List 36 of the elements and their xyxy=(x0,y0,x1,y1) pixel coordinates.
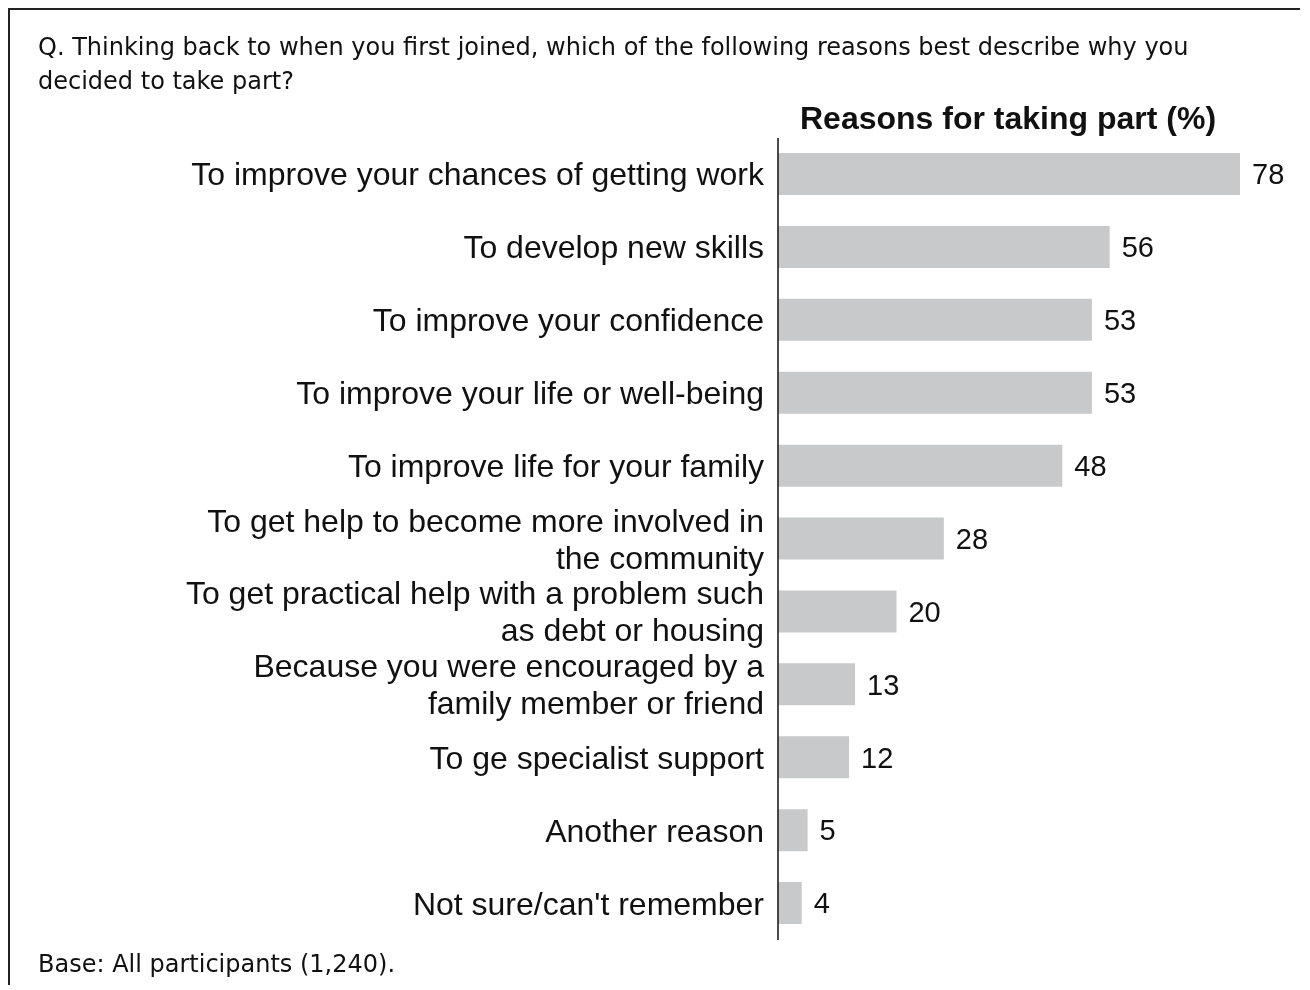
data-label: 53 xyxy=(1103,377,1137,410)
data-label: 56 xyxy=(1121,231,1154,264)
y-tick-label: Not sure/can't remember xyxy=(412,885,765,922)
chart-subtitle: Q. Thinking back to when you first joined, which of the following reasons best describe why you decided to take part? xyxy=(38,32,1190,97)
bar xyxy=(778,663,855,706)
bar xyxy=(778,736,850,779)
data-label: 5 xyxy=(819,814,836,847)
y-tick-label: To improve life for your family xyxy=(347,448,764,485)
bar xyxy=(778,882,802,925)
data-label: 53 xyxy=(1103,304,1137,337)
y-tick-label: Another reason xyxy=(545,812,764,849)
data-label: 4 xyxy=(813,887,830,920)
data-label: 28 xyxy=(955,522,989,555)
bar xyxy=(778,444,1063,487)
text: Base: All participants (1,240). xyxy=(38,950,396,978)
bar xyxy=(778,298,1092,341)
bar xyxy=(778,517,944,560)
bar xyxy=(778,371,1092,414)
bar xyxy=(778,590,897,633)
data-label: 12 xyxy=(861,741,894,774)
y-tick-label: To get practical help with a problem such as debt or housing xyxy=(185,575,764,649)
chart-title: Reasons for taking part (%) xyxy=(800,100,1217,137)
y-tick-label: To ge specialist support xyxy=(429,739,765,776)
data-label: 13 xyxy=(867,668,900,701)
data-label: 20 xyxy=(908,595,941,628)
data-label: 48 xyxy=(1074,449,1107,482)
bar xyxy=(778,809,808,852)
y-tick-label: To get help to become more involved in the community xyxy=(207,502,764,576)
bar xyxy=(778,225,1110,268)
y-tick-label: To improve your confidence xyxy=(372,302,764,339)
y-tick-label: To develop new skills xyxy=(463,229,764,266)
y-tick-label: To improve your chances of getting work xyxy=(191,156,765,193)
data-label: 78 xyxy=(1252,158,1285,191)
y-tick-label: To improve your life or well-being xyxy=(296,375,764,412)
y-tick-label: Because you were encouraged by a family member or friend xyxy=(253,648,765,722)
bar xyxy=(778,153,1240,195)
